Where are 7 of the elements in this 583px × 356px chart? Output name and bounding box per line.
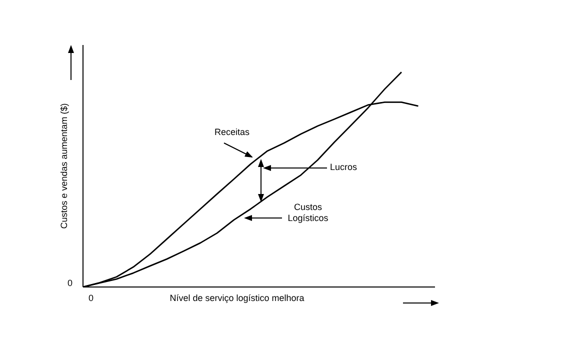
- annotation: Lucros: [330, 162, 358, 172]
- text: 0: [67, 278, 73, 288]
- x-axis-title: Nível de serviço logístico melhora: [170, 293, 304, 303]
- annotation: Custos Logísticos: [288, 202, 329, 223]
- text: 0: [88, 293, 94, 303]
- y-axis-title: Custos e vendas aumentam ($): [59, 103, 69, 229]
- annotation: Receitas: [214, 127, 250, 137]
